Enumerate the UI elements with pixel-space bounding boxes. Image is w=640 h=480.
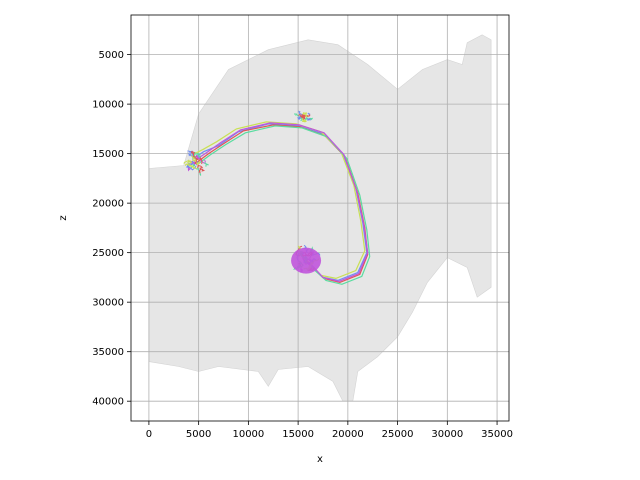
y-tick-label: 25000: [92, 248, 124, 259]
arbor-branch: [306, 114, 311, 117]
series-line-3: [190, 121, 366, 280]
x-tick-label: 20000: [332, 429, 364, 440]
brain-mesh: [148, 34, 492, 402]
arbor-branch: [184, 163, 198, 170]
arbor-branch: [308, 117, 314, 121]
x-tick-label: 35000: [481, 429, 513, 440]
arbor-branch: [190, 163, 196, 169]
series-line-4: [198, 125, 371, 285]
series-line-5: [194, 122, 369, 283]
cluster-2: [294, 110, 314, 123]
arbor-branch: [193, 157, 200, 162]
arbor-branch: [302, 112, 308, 116]
arbor-branch: [183, 160, 192, 164]
arbor-branch: [198, 157, 206, 165]
arbor-branch: [298, 115, 302, 120]
arbor-branch: [195, 152, 202, 159]
arbor-branch: [198, 168, 206, 174]
arbor-branch: [302, 119, 307, 123]
plot-frame: [130, 14, 510, 422]
arbor-branch: [307, 118, 311, 121]
arbor-branch: [302, 114, 306, 119]
arbor-branch: [195, 160, 201, 167]
arbor-branch: [190, 150, 197, 158]
arbor-branch: [194, 154, 201, 160]
x-tick-label: 5000: [186, 429, 211, 440]
grid: [131, 15, 509, 421]
soma: [291, 247, 322, 274]
x-axis-label: x: [317, 454, 323, 465]
x-tick-label: 10000: [232, 429, 264, 440]
y-tick-label: 40000: [92, 397, 124, 408]
arbor-branch: [191, 155, 197, 163]
arbor-branch: [197, 164, 204, 171]
x-tick-label: 15000: [282, 429, 314, 440]
arbor-branch: [304, 116, 308, 121]
arbor-branch: [203, 162, 209, 167]
x-axis-ticks: 0 5000 10000 15000 20000 25000 30000 35000: [146, 421, 513, 440]
arbor-branch: [199, 156, 203, 165]
y-tick-label: 10000: [92, 100, 124, 111]
arbor-branch: [294, 113, 300, 117]
arbor-branch: [187, 150, 192, 157]
y-tick-label: 15000: [92, 149, 124, 160]
neuron-series: [190, 121, 371, 285]
cluster-1: [183, 150, 209, 176]
y-tick-label: 5000: [99, 50, 124, 61]
y-tick-label: 35000: [92, 347, 124, 358]
x-tick-label: 25000: [382, 429, 414, 440]
y-axis-label: z: [58, 215, 69, 220]
x-tick-label: 30000: [431, 429, 463, 440]
y-tick-label: 30000: [92, 298, 124, 309]
x-tick-label: 0: [146, 429, 152, 440]
y-tick-label: 20000: [92, 199, 124, 210]
mesh-outline: [148, 34, 492, 402]
arbor-branch: [187, 165, 191, 172]
arbor-clusters: [183, 110, 322, 274]
y-axis-ticks: 5000 10000 15000 20000 25000 30000 35000 40000: [92, 50, 131, 408]
